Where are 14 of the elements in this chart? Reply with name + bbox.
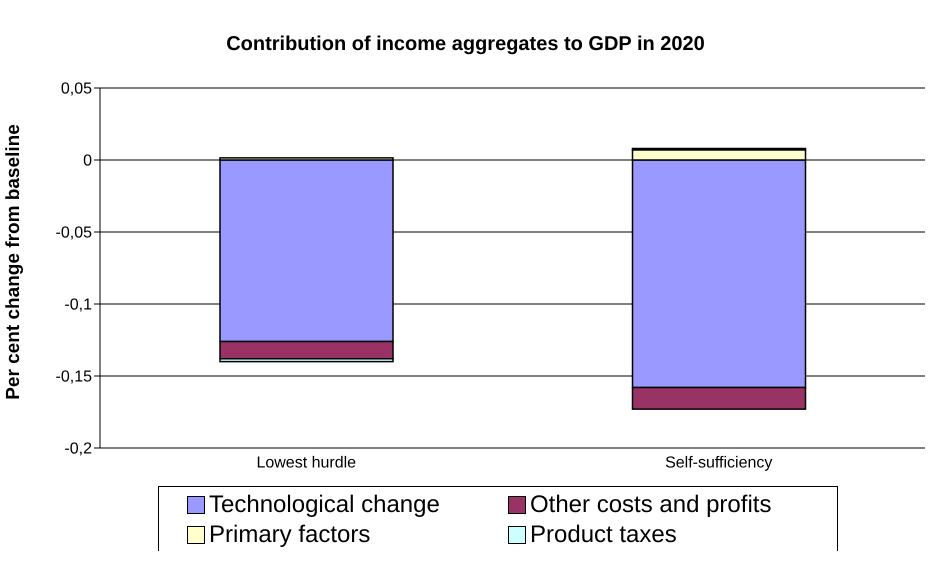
x-tick-label: Self-sufficiency — [665, 454, 772, 472]
y-tick-label: -0,15 — [56, 368, 92, 386]
y-tick-label: -0,1 — [64, 296, 92, 314]
legend-label: Technological change — [209, 491, 440, 519]
chart-title: Contribution of income aggregates to GDP in 2020 — [225, 33, 706, 56]
y-tick-label: 0,05 — [60, 80, 92, 98]
y-axis-title: Per cent change from baseline — [3, 124, 25, 400]
legend-label: Primary factors — [209, 521, 370, 549]
legend-label: Other costs and profits — [530, 491, 772, 519]
x-tick-label: Lowest hurdle — [256, 454, 356, 472]
y-tick-label: -0,05 — [56, 224, 92, 242]
y-tick-label: -0,2 — [64, 440, 92, 458]
legend-label: Product taxes — [530, 521, 677, 549]
y-tick-label: 0 — [83, 152, 92, 170]
